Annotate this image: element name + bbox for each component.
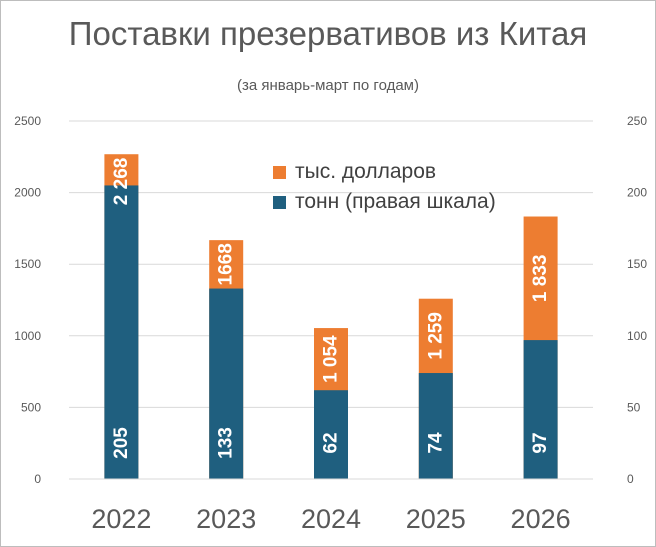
y-left-tick-label: 2000: [14, 186, 41, 200]
x-tick-label-2026: 2026: [511, 504, 571, 534]
bar-tonnes-2023: [209, 288, 244, 479]
legend-label-tonnes: тонн (правая шкала): [295, 190, 496, 213]
legend-swatch-tonnes: [273, 195, 286, 209]
data-label-usd-2024: 1 054: [321, 335, 342, 383]
legend: тыс. долларов тонн (правая шкала): [273, 157, 496, 217]
data-label-tonnes-2026: 97: [530, 432, 551, 453]
y-left-tick-label: 0: [34, 472, 41, 486]
x-tick-label-2025: 2025: [406, 504, 466, 534]
bar-tonnes-2022: [104, 185, 139, 479]
bar-tonnes-2025: [418, 373, 453, 479]
bar-tonnes-2024: [314, 390, 348, 479]
y-left-tick-label: 1000: [14, 329, 41, 343]
data-label-usd-2025: 1 259: [425, 312, 446, 360]
legend-item-tonnes: тонн (правая шкала): [273, 187, 496, 217]
data-label-tonnes-2022: 205: [111, 427, 132, 459]
bar-tonnes-2026: [523, 340, 558, 479]
data-label-usd-2023: 1668: [216, 243, 237, 285]
y-left-tick-label: 2500: [14, 114, 41, 128]
y-right-tick-label: 250: [627, 114, 647, 128]
chart-subtitle: (за январь-март по годам): [237, 77, 419, 94]
data-label-tonnes-2023: 133: [216, 427, 237, 459]
chart-title: Поставки презервативов из Китая: [68, 15, 588, 52]
data-label-usd-2022: 2 268: [111, 158, 132, 206]
x-tick-label-2023: 2023: [196, 504, 256, 534]
legend-label-usd: тыс. долларов: [295, 160, 437, 183]
x-tick-label-2022: 2022: [91, 504, 151, 534]
y-right-tick-label: 50: [627, 400, 641, 414]
y-right-tick-label: 100: [627, 329, 647, 343]
legend-swatch-usd: [273, 165, 286, 179]
data-label-tonnes-2025: 74: [425, 432, 446, 454]
y-right-tick-label: 150: [627, 257, 647, 271]
y-left-tick-label: 500: [21, 400, 41, 414]
x-tick-label-2024: 2024: [301, 504, 361, 534]
y-left-tick-label: 1500: [14, 257, 41, 271]
data-label-tonnes-2024: 62: [321, 432, 342, 453]
data-label-usd-2026: 1 833: [530, 255, 551, 303]
y-right-tick-label: 200: [627, 186, 647, 200]
y-right-tick-label: 0: [627, 472, 634, 486]
legend-item-usd: тыс. долларов: [273, 157, 496, 187]
